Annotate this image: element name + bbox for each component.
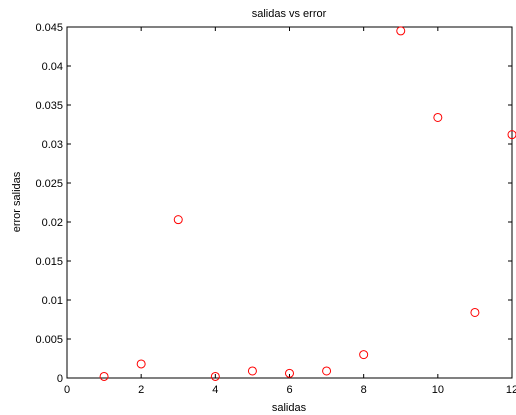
- y-tick-label: 0.005: [35, 334, 63, 346]
- data-point: [99, 371, 109, 381]
- data-point: [210, 371, 220, 381]
- data-point: [285, 368, 294, 378]
- x-tick-label: 12: [506, 384, 516, 396]
- data-point: [322, 366, 332, 376]
- x-axis-label: salidas: [272, 402, 307, 414]
- y-axis-label: error salidas: [11, 171, 23, 232]
- data-point: [396, 26, 406, 36]
- y-tick-label: 0.04: [42, 61, 63, 73]
- data-point: [433, 112, 443, 122]
- y-tick-label: 0.045: [35, 22, 63, 34]
- data-point: [359, 350, 369, 360]
- y-tick-label: 0: [57, 373, 63, 385]
- data-point: [247, 366, 257, 376]
- y-tick-label: 0.015: [35, 256, 63, 268]
- x-axis: 0 2 4 6 8 10 12: [64, 27, 516, 396]
- x-tick-label: 2: [138, 384, 144, 396]
- data-point: [470, 307, 480, 317]
- data-point: [136, 359, 146, 369]
- data-points: [99, 26, 516, 381]
- x-tick-label: 0: [64, 384, 70, 396]
- y-axis: 0 0.005 0.01 0.015 0.02 0.025 0.03 0.035 0.04 0.0…: [35, 22, 512, 385]
- data-point: [173, 215, 183, 225]
- y-tick-label: 0.02: [42, 217, 63, 229]
- x-tick-label: 10: [432, 384, 444, 396]
- x-tick-label: 8: [361, 384, 367, 396]
- y-tick-label: 0.03: [42, 139, 63, 151]
- x-tick-label: 4: [212, 384, 218, 396]
- x-tick-label: 6: [286, 384, 292, 396]
- y-tick-label: 0.01: [42, 295, 63, 307]
- y-tick-label: 0.035: [35, 100, 63, 112]
- axes-box: [66, 26, 513, 379]
- data-point: [507, 130, 516, 140]
- y-tick-label: 0.025: [35, 178, 63, 190]
- chart-title: salidas vs error: [252, 8, 327, 20]
